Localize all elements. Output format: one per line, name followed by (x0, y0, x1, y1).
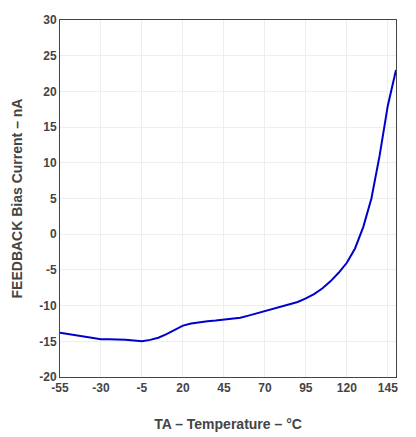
svg-text:0: 0 (50, 227, 57, 241)
svg-text:45: 45 (217, 381, 231, 395)
svg-text:120: 120 (337, 381, 357, 395)
svg-text:25: 25 (43, 49, 57, 63)
svg-text:10: 10 (43, 156, 57, 170)
svg-text:TA – Temperature – °C: TA – Temperature – °C (154, 416, 302, 432)
svg-text:145: 145 (378, 381, 398, 395)
svg-text:-30: -30 (92, 381, 110, 395)
svg-text:-55: -55 (51, 381, 69, 395)
svg-text:-10: -10 (39, 299, 57, 313)
svg-text:20: 20 (43, 85, 57, 99)
svg-text:70: 70 (258, 381, 272, 395)
svg-text:95: 95 (299, 381, 313, 395)
svg-text:30: 30 (43, 13, 57, 27)
svg-text:5: 5 (50, 192, 57, 206)
svg-text:-5: -5 (46, 263, 57, 277)
svg-text:-15: -15 (39, 335, 57, 349)
svg-text:20: 20 (176, 381, 190, 395)
svg-text:-20: -20 (39, 370, 57, 384)
svg-text:FEEDBACK Bias Current – nA: FEEDBACK Bias Current – nA (9, 99, 25, 299)
svg-text:-5: -5 (137, 381, 148, 395)
svg-text:15: 15 (43, 120, 57, 134)
